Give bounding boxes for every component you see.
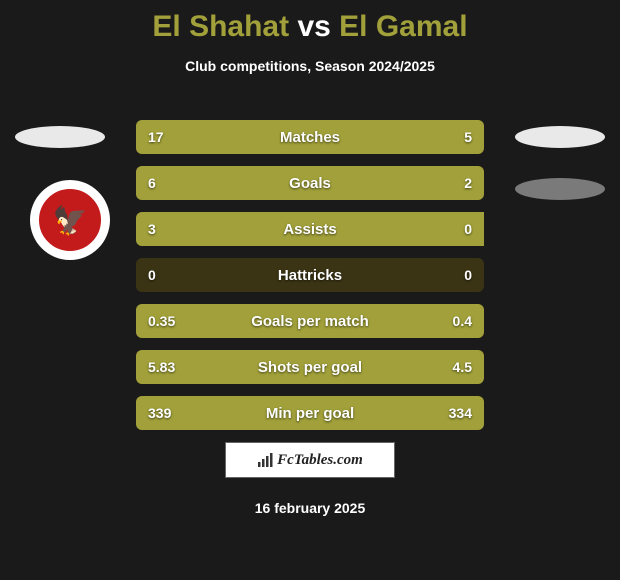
eagle-icon: 🦅: [53, 204, 88, 237]
stat-bars-container: 175Matches62Goals30Assists00Hattricks0.3…: [136, 120, 484, 442]
stat-row: 0 0Hattricks: [136, 258, 484, 292]
stat-row: 175Matches: [136, 120, 484, 154]
stat-value-left: 6: [148, 166, 156, 200]
subtitle: Club competitions, Season 2024/2025: [0, 58, 620, 74]
stat-bar-left: [136, 120, 404, 154]
stat-value-right: 5: [464, 120, 472, 154]
vs-separator: vs: [297, 10, 330, 43]
stat-label: Hattricks: [136, 258, 484, 292]
player2-placeholder-oval: [515, 126, 605, 148]
stat-value-right: 0: [464, 258, 472, 292]
player1-placeholder-oval: [15, 126, 105, 148]
stat-row: 62Goals: [136, 166, 484, 200]
stat-value-right: 4.5: [453, 350, 472, 384]
stat-value-left: 3: [148, 212, 156, 246]
player1-club-badge: 🦅: [30, 180, 110, 260]
player2-name: El Gamal: [339, 10, 467, 43]
stat-value-left: 0: [148, 258, 156, 292]
stat-value-left: 0.35: [148, 304, 175, 338]
club-badge-inner: 🦅: [36, 186, 104, 254]
stat-value-right: 2: [464, 166, 472, 200]
stat-value-right: 0.4: [453, 304, 472, 338]
stat-value-right: 334: [449, 396, 472, 430]
source-logo: FcTables.com: [225, 442, 395, 478]
player1-name: El Shahat: [152, 10, 289, 43]
stat-value-left: 17: [148, 120, 164, 154]
comparison-title: El Shahat vs El Gamal: [0, 0, 620, 44]
date: 16 february 2025: [0, 500, 620, 516]
stat-row: 5.834.5Shots per goal: [136, 350, 484, 384]
stat-row: 30Assists: [136, 212, 484, 246]
stat-value-right: 0: [464, 212, 472, 246]
stat-value-left: 339: [148, 396, 171, 430]
player2-club-placeholder-oval: [515, 178, 605, 200]
stat-row: 0.350.4Goals per match: [136, 304, 484, 338]
stat-value-left: 5.83: [148, 350, 175, 384]
stat-bar-left: [136, 212, 484, 246]
stat-bar-left: [136, 166, 397, 200]
source-logo-text: FcTables.com: [277, 452, 363, 469]
stat-row: 339334Min per goal: [136, 396, 484, 430]
chart-icon: [257, 452, 273, 468]
